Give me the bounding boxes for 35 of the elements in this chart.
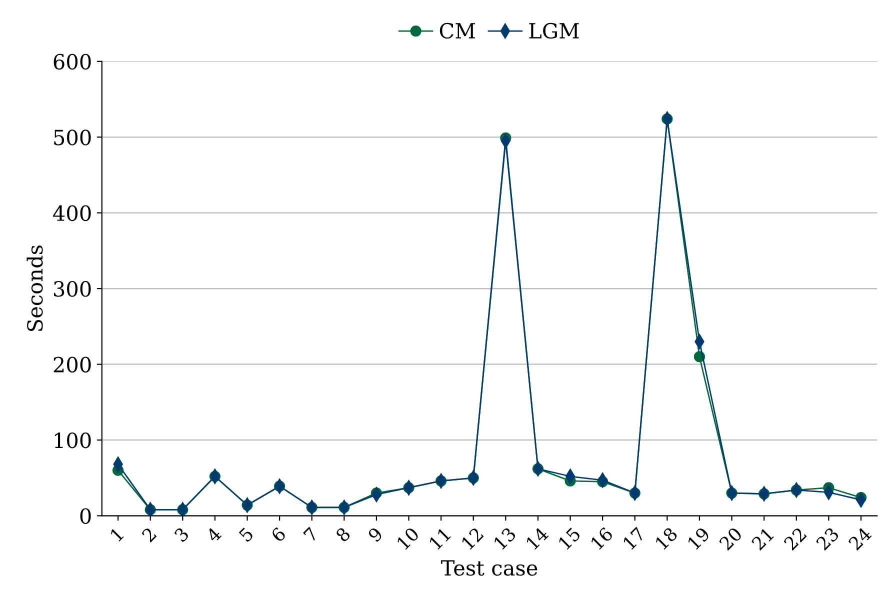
- x-tick-label: 11: [428, 528, 451, 550]
- x-tick-label: 15: [558, 526, 582, 550]
- x-tick-label: 12: [460, 526, 484, 550]
- y-tick-label: 600: [54, 54, 91, 70]
- x-axis-title: Test case: [441, 560, 538, 576]
- x-tick-label: 20: [718, 526, 743, 551]
- y-tick-label: 400: [53, 205, 91, 222]
- y-tick-label: 0: [80, 508, 91, 524]
- x-tick-label: 2: [141, 526, 157, 542]
- legend-label: CM: [440, 22, 475, 39]
- x-tick-label: 3: [174, 526, 190, 543]
- x-tick-label: 9: [367, 526, 384, 543]
- x-tick-label: 14: [525, 526, 549, 550]
- x-tick-label: 21: [750, 528, 774, 551]
- x-tick-label: 1: [110, 528, 124, 542]
- x-tick-label: 13: [493, 526, 517, 550]
- x-tick-label: 19: [686, 526, 710, 550]
- x-tick-label: 16: [590, 526, 614, 550]
- x-tick-label: 4: [205, 526, 222, 543]
- x-tick-label: 17: [622, 526, 646, 550]
- x-tick-label: 6: [270, 526, 287, 543]
- y-tick-label: 300: [54, 281, 91, 297]
- x-tick-label: 23: [815, 526, 840, 551]
- y-tick-label: 200: [54, 356, 91, 373]
- x-tick-label: 10: [396, 526, 420, 550]
- x-tick-label: 24: [848, 526, 872, 551]
- x-tick-label: 18: [654, 526, 678, 550]
- y-axis-title: Seconds: [26, 246, 43, 331]
- y-tick-label: 500: [54, 130, 91, 146]
- x-tick-label: 8: [334, 526, 352, 543]
- legend-label: LGM: [529, 22, 579, 39]
- x-tick-label: 22: [783, 526, 807, 551]
- x-tick-label: 7: [303, 526, 319, 542]
- x-tick-label: 5: [238, 526, 254, 542]
- y-tick-label: 100: [54, 432, 91, 448]
